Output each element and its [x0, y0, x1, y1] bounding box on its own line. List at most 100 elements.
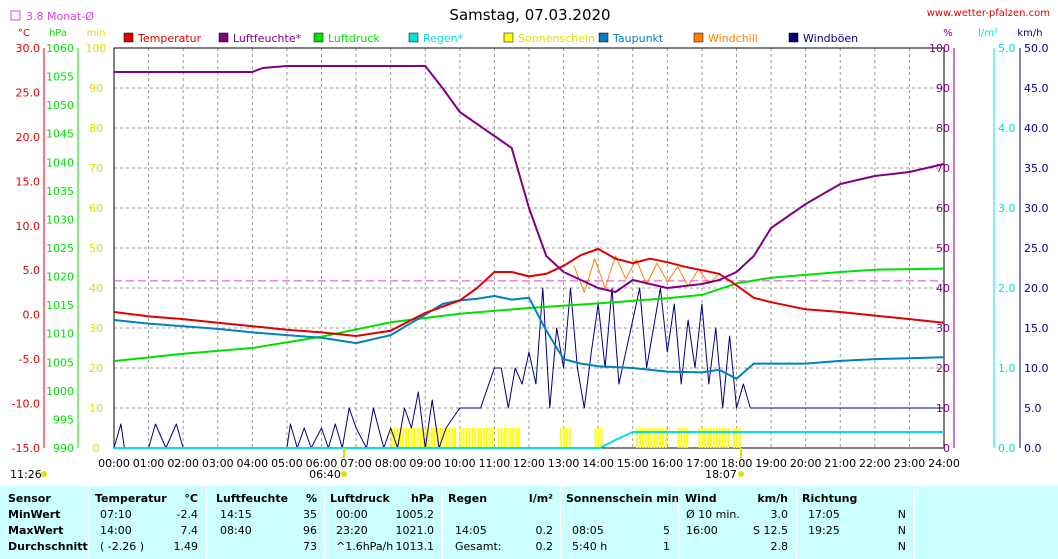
x-tick-label: 08:00 [375, 457, 407, 470]
temp-value: 1.49 [173, 540, 199, 553]
x-tick-label: 11:00 [479, 457, 511, 470]
unit-label: l/m² [978, 28, 998, 39]
wind-tick-label: 50.0 [1024, 42, 1049, 55]
sunshine-bar [680, 428, 683, 448]
sunshine-bar [724, 428, 727, 448]
chart-axes: -15.0 -10.0 -5.0 0.0 5.0 10.0 15.0 20.0 25.0 30.0… [12, 42, 1049, 455]
wind-tick-label: 25.0 [1024, 242, 1049, 255]
header-hum-unit: % [305, 492, 317, 505]
pressure-tick-label: 1045 [46, 128, 74, 141]
column-divider [88, 486, 89, 559]
pres-value: 1013.1 [395, 540, 435, 553]
temperature-tick-label: 20.0 [16, 131, 41, 144]
minutes-tick-label: 100 [86, 42, 107, 55]
x-tick-label: 23:00 [894, 457, 926, 470]
rain-time: 14:05 [455, 524, 487, 537]
sunshine-bar [442, 428, 445, 448]
sunshine-bar [425, 428, 428, 448]
sunshine-bar [396, 428, 399, 448]
wind-tick-label: 5.0 [1024, 402, 1042, 415]
dir-time: 17:05 [808, 508, 840, 521]
legend-swatch [693, 32, 704, 43]
pressure-tick-label: 1050 [46, 99, 74, 112]
temp-value: 7.4 [180, 524, 199, 537]
pres-time: ^1.6hPa/h [336, 540, 394, 553]
unit-label: km/h [1017, 28, 1042, 39]
sunshine-bar [497, 428, 500, 448]
x-tick-label: 14:00 [582, 457, 614, 470]
x-tick-label: 04:00 [236, 457, 268, 470]
header-temp-unit: °C [184, 492, 198, 505]
sunshine-bar [428, 428, 431, 448]
sunshine-bar [677, 428, 680, 448]
header-pressure: Luftdruck [330, 492, 390, 505]
minutes-tick-label: 60 [89, 202, 103, 215]
x-tick-label: 20:00 [790, 457, 822, 470]
chart-grid [113, 47, 945, 449]
x-tick-label: 18:00 [721, 457, 753, 470]
series-line-windchill [573, 255, 720, 293]
temp-time: 14:00 [100, 524, 132, 537]
sunshine-bar [482, 428, 485, 448]
legend-label: Windböen [803, 32, 858, 45]
legend-label: Windchill [708, 32, 758, 45]
sun-times: 06:40 18:07 11:26 [10, 448, 744, 481]
sunshine-bar [712, 428, 715, 448]
temperature-tick-label: -10.0 [12, 398, 40, 411]
column-divider [324, 486, 325, 559]
sunshine-bar [485, 428, 488, 448]
temp-time: ( -2.26 ) [100, 540, 145, 553]
header-direction: Richtung [802, 492, 858, 505]
sunshine-bar [503, 428, 506, 448]
sunshine-bar [560, 428, 563, 448]
humidity-tick-label: 30 [936, 322, 950, 335]
sunshine-bar [563, 428, 565, 448]
x-tick-label: 02:00 [167, 457, 199, 470]
sunshine-bar [518, 428, 520, 448]
x-tick-label: 09:00 [409, 457, 441, 470]
minutes-tick-label: 50 [89, 242, 103, 255]
row-label: MaxWert [8, 524, 64, 537]
humidity-tick-label: 100 [929, 42, 950, 55]
humidity-tick-label: 40 [936, 282, 950, 295]
sunshine-bar [402, 428, 405, 448]
wind-tick-label: 10.0 [1024, 362, 1049, 375]
hum-value: 96 [303, 524, 317, 537]
dir-value: N [897, 508, 906, 521]
pressure-tick-label: 995 [53, 413, 74, 426]
sunshine-bar [480, 428, 482, 448]
moon-icon [41, 471, 47, 477]
sunshine-bar [709, 428, 712, 448]
unit-label: % [943, 28, 953, 39]
sunshine-bar [641, 428, 644, 448]
minutes-tick-label: 20 [89, 362, 103, 375]
wind-time: Ø 10 min. [686, 508, 740, 521]
humidity-tick-label: 0 [943, 442, 950, 455]
site-link[interactable]: www.wetter-pfalzen.com [927, 8, 1050, 19]
sunshine-bar [565, 428, 568, 448]
sunshine-bar [701, 428, 704, 448]
sunshine-bar [656, 428, 659, 448]
series-line-windben [113, 287, 944, 449]
sunshine-bar [399, 428, 402, 448]
legend-swatch [123, 32, 134, 43]
series-line-regen [114, 431, 944, 449]
sunshine-bar [662, 428, 665, 448]
legend-swatch [408, 32, 419, 43]
header-humidity: Luftfeuchte [216, 492, 289, 505]
sunshine-bar [512, 428, 515, 448]
wind-value: 2.8 [770, 540, 789, 553]
rain-value: 0.2 [535, 524, 554, 537]
pressure-tick-label: 1060 [46, 42, 74, 55]
legend-swatch [218, 32, 229, 43]
x-tick-label: 07:00 [340, 457, 372, 470]
sunshine-bar [491, 428, 494, 448]
legend-label: Taupunkt [612, 32, 664, 45]
sunshine-bar [597, 428, 600, 448]
wind-tick-label: 30.0 [1024, 202, 1049, 215]
sunshine-bar [568, 428, 571, 448]
sunshine-bar [594, 428, 597, 448]
unit-label: hPa [49, 28, 67, 39]
hum-value: 35 [303, 508, 317, 521]
sun-time: 5:40 h [572, 540, 608, 553]
